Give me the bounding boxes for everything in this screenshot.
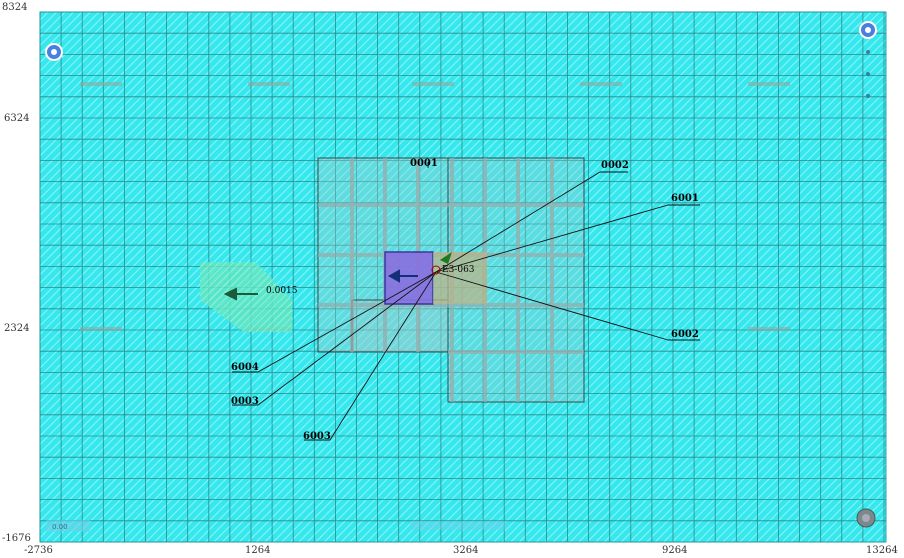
y-tick-6324: 6324: [4, 113, 29, 124]
direction-arrow: [223, 287, 258, 301]
x-tick-3264: 3264: [453, 545, 478, 556]
callout-6004[interactable]: 6004: [231, 362, 259, 373]
status-strip: [410, 521, 506, 530]
y-tick-neg1676: -1676: [2, 533, 31, 544]
status-box: [46, 520, 90, 532]
nav-circle-icon[interactable]: [45, 43, 63, 61]
callout-6001[interactable]: 6001: [671, 193, 699, 204]
center-marker: [431, 265, 441, 275]
corner-readout: 0.00: [52, 523, 68, 531]
callout-0003[interactable]: 0003: [231, 396, 259, 407]
zoom-controls[interactable]: [866, 50, 870, 98]
x-tick-1264: 1264: [245, 545, 270, 556]
callout-6003[interactable]: 6003: [303, 431, 331, 442]
building-outline: [317, 157, 585, 403]
x-tick-9264: 9264: [662, 545, 687, 556]
center-arrow: [387, 269, 418, 283]
green-marker: [440, 252, 452, 264]
x-tick-neg2736: -2736: [24, 545, 53, 556]
leader-lines: [232, 162, 700, 441]
callout-0001[interactable]: 0001: [410, 158, 438, 169]
callout-center[interactable]: E3-063: [442, 265, 475, 275]
nav-circle-icon[interactable]: [859, 21, 877, 39]
callout-0002[interactable]: 0002: [601, 160, 629, 171]
y-tick-8324: 8324: [2, 2, 27, 13]
callout-6002[interactable]: 6002: [671, 329, 699, 340]
y-tick-2324: 2324: [4, 323, 29, 334]
hatched-area: [200, 262, 292, 332]
x-tick-13264: 13264: [866, 545, 898, 556]
compass-icon[interactable]: [856, 508, 876, 528]
callout-00015[interactable]: 0.0015: [266, 286, 298, 296]
